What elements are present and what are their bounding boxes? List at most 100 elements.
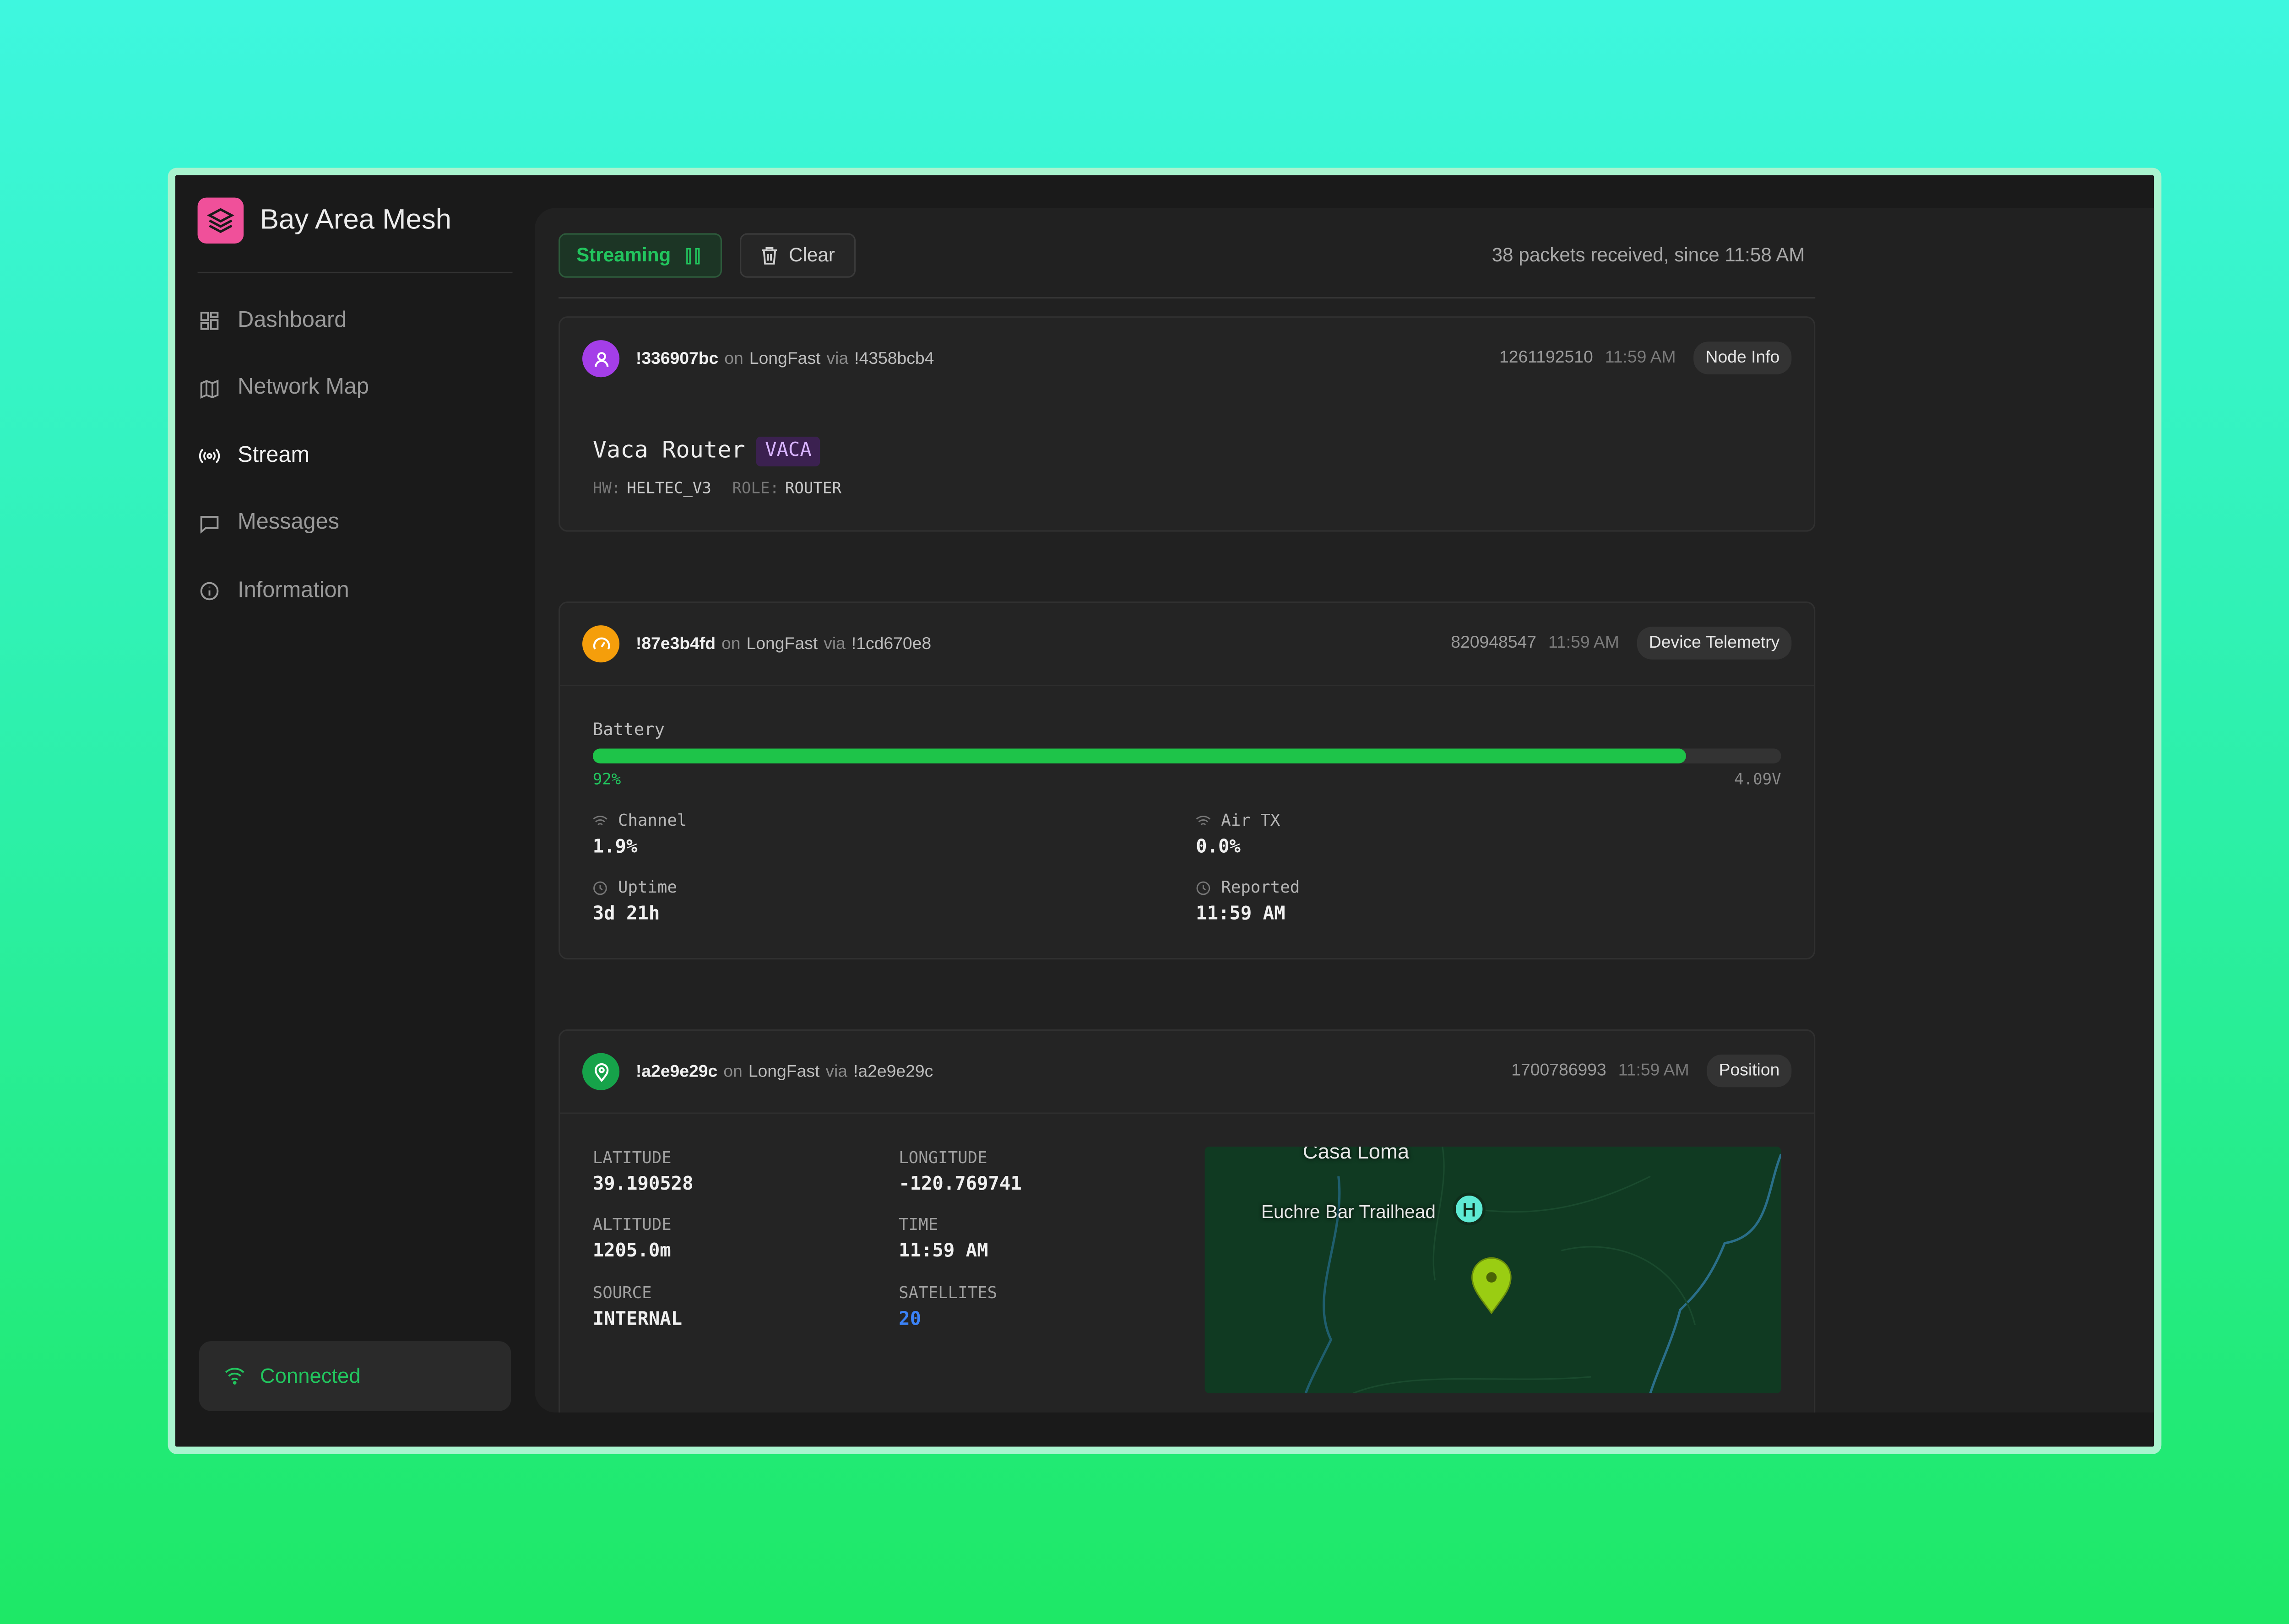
divider xyxy=(560,1112,1814,1114)
node-short-name: VACA xyxy=(756,437,821,466)
nav-icon xyxy=(199,310,220,331)
hw-label: HW: xyxy=(592,480,621,498)
nav-icon xyxy=(199,445,220,466)
packet-icon xyxy=(582,340,620,378)
packet-type: Node Info xyxy=(1693,341,1792,374)
field-value: 11:59 AM xyxy=(899,1239,988,1261)
metric-value: 1.9% xyxy=(592,834,638,857)
packet-meta: 1700786993 11:59 AM Position xyxy=(1511,1054,1792,1088)
field-value: 39.190528 xyxy=(592,1171,694,1194)
packet-meta: 1261192510 11:59 AM Node Info xyxy=(1499,341,1792,374)
packet-type: Device Telemetry xyxy=(1637,627,1792,660)
nav-icon xyxy=(199,581,220,601)
metric-icon xyxy=(592,880,608,896)
clear-label: Clear xyxy=(789,244,835,266)
packet-icon xyxy=(582,625,620,663)
nav-icon xyxy=(199,378,220,399)
field-label: TIME xyxy=(899,1215,938,1235)
role-label: ROLE: xyxy=(732,480,779,498)
field-label: LATITUDE xyxy=(592,1148,672,1167)
metric-label: Reported xyxy=(1221,877,1300,897)
nav-item[interactable]: Information xyxy=(198,570,513,612)
metric-value: 0.0% xyxy=(1196,834,1241,857)
battery-fill xyxy=(592,748,1686,763)
nav-label: Messages xyxy=(238,509,340,535)
battery-voltage: 4.09V xyxy=(1734,771,1781,789)
map-label: Casa Loma xyxy=(1302,1147,1410,1163)
nav-item[interactable]: Stream xyxy=(198,435,513,477)
window-frame: Streaming Clear 38 packets received, since… xyxy=(168,168,2162,1454)
clear-button[interactable]: Clear xyxy=(739,233,856,278)
app-name: Bay Area Mesh xyxy=(260,204,451,236)
field-value: INTERNAL xyxy=(592,1306,683,1329)
source-channel: LongFast xyxy=(746,635,818,654)
node-details: HW: HELTEC_V3 ROLE: ROUTER xyxy=(593,475,841,502)
status-label: Connected xyxy=(260,1363,361,1387)
trash-icon xyxy=(759,245,780,265)
packet-summary: 38 packets received, since 11:58 AM xyxy=(1492,244,1805,266)
metric-icon xyxy=(1195,813,1211,829)
role-value: ROUTER xyxy=(785,480,841,498)
nav-label: Dashboard xyxy=(238,307,347,333)
battery-track xyxy=(592,748,1781,763)
metric-icon xyxy=(592,813,608,829)
field-label: ALTITUDE xyxy=(592,1215,672,1235)
source-from: !336907bc xyxy=(635,350,719,368)
field-label: SATELLITES xyxy=(899,1283,998,1302)
divider xyxy=(559,297,1816,299)
source-on: on xyxy=(723,1063,743,1082)
field-value: -120.769741 xyxy=(899,1171,1022,1194)
packet-meta: 820948547 11:59 AM Device Telemetry xyxy=(1451,627,1792,660)
node-long-name: Vaca Router xyxy=(592,437,745,464)
status-box: Connected xyxy=(199,1341,511,1411)
nav-item[interactable]: Dashboard xyxy=(198,300,513,341)
divider xyxy=(560,684,1814,687)
source-via: !a2e9e29c xyxy=(853,1063,933,1082)
nav-label: Information xyxy=(238,577,349,603)
nav-label: Network Map xyxy=(238,374,369,400)
packet-source: !a2e9e29c on LongFast via !a2e9e29c xyxy=(636,1059,933,1086)
nav-item[interactable]: Messages xyxy=(198,503,513,544)
map: Casa Loma Euchre Bar Trailhead xyxy=(1204,1147,1781,1393)
nav-item[interactable]: Network Map xyxy=(198,368,513,409)
metric-label: Uptime xyxy=(618,877,677,897)
source-on: on xyxy=(724,350,743,368)
battery-percent: 92% xyxy=(592,771,621,789)
source-on: on xyxy=(721,635,741,654)
main-panel: Streaming Clear 38 packets received, since… xyxy=(535,208,2154,1413)
battery-label: Battery xyxy=(592,719,665,741)
packet-time: 11:59 AM xyxy=(1618,1062,1689,1080)
hw-value: HELTEC_V3 xyxy=(627,480,711,498)
packet-id: 820948547 xyxy=(1451,634,1537,652)
map-layer xyxy=(1304,1147,1781,1393)
pause-icon xyxy=(695,248,700,265)
packet-card: !87e3b4fd on LongFast via !1cd670e8 820948547… xyxy=(559,601,1816,960)
streaming-label: Streaming xyxy=(576,244,671,266)
source-via-label: via xyxy=(825,1063,848,1082)
source-channel: LongFast xyxy=(748,1063,820,1082)
packet-icon xyxy=(582,1053,620,1090)
packet-time: 11:59 AM xyxy=(1605,349,1676,367)
wifi-icon xyxy=(224,1365,245,1386)
packet-id: 1261192510 xyxy=(1499,349,1593,367)
metric-icon xyxy=(1195,880,1211,896)
map-label: Euchre Bar Trailhead xyxy=(1261,1201,1436,1222)
source-channel: LongFast xyxy=(749,350,821,368)
metric-label: Air TX xyxy=(1221,810,1280,830)
metric-label: Channel xyxy=(618,810,687,830)
metric-value: 11:59 AM xyxy=(1196,901,1286,924)
source-via: !4358bcb4 xyxy=(854,350,934,368)
field-label: SOURCE xyxy=(592,1283,652,1302)
logo xyxy=(197,197,244,244)
source-from: !a2e9e29c xyxy=(635,1063,718,1082)
packet-card: !336907bc on LongFast via !4358bcb4 126119251… xyxy=(559,316,1816,532)
streaming-button[interactable]: Streaming xyxy=(559,233,722,278)
field-value: 20 xyxy=(899,1306,922,1329)
nav-label: Stream xyxy=(238,442,310,468)
packet-type: Position xyxy=(1707,1054,1792,1088)
source-from: !87e3b4fd xyxy=(635,635,716,654)
packet-time: 11:59 AM xyxy=(1548,634,1619,652)
source-via-label: via xyxy=(826,350,849,368)
nav-icon xyxy=(199,513,220,534)
